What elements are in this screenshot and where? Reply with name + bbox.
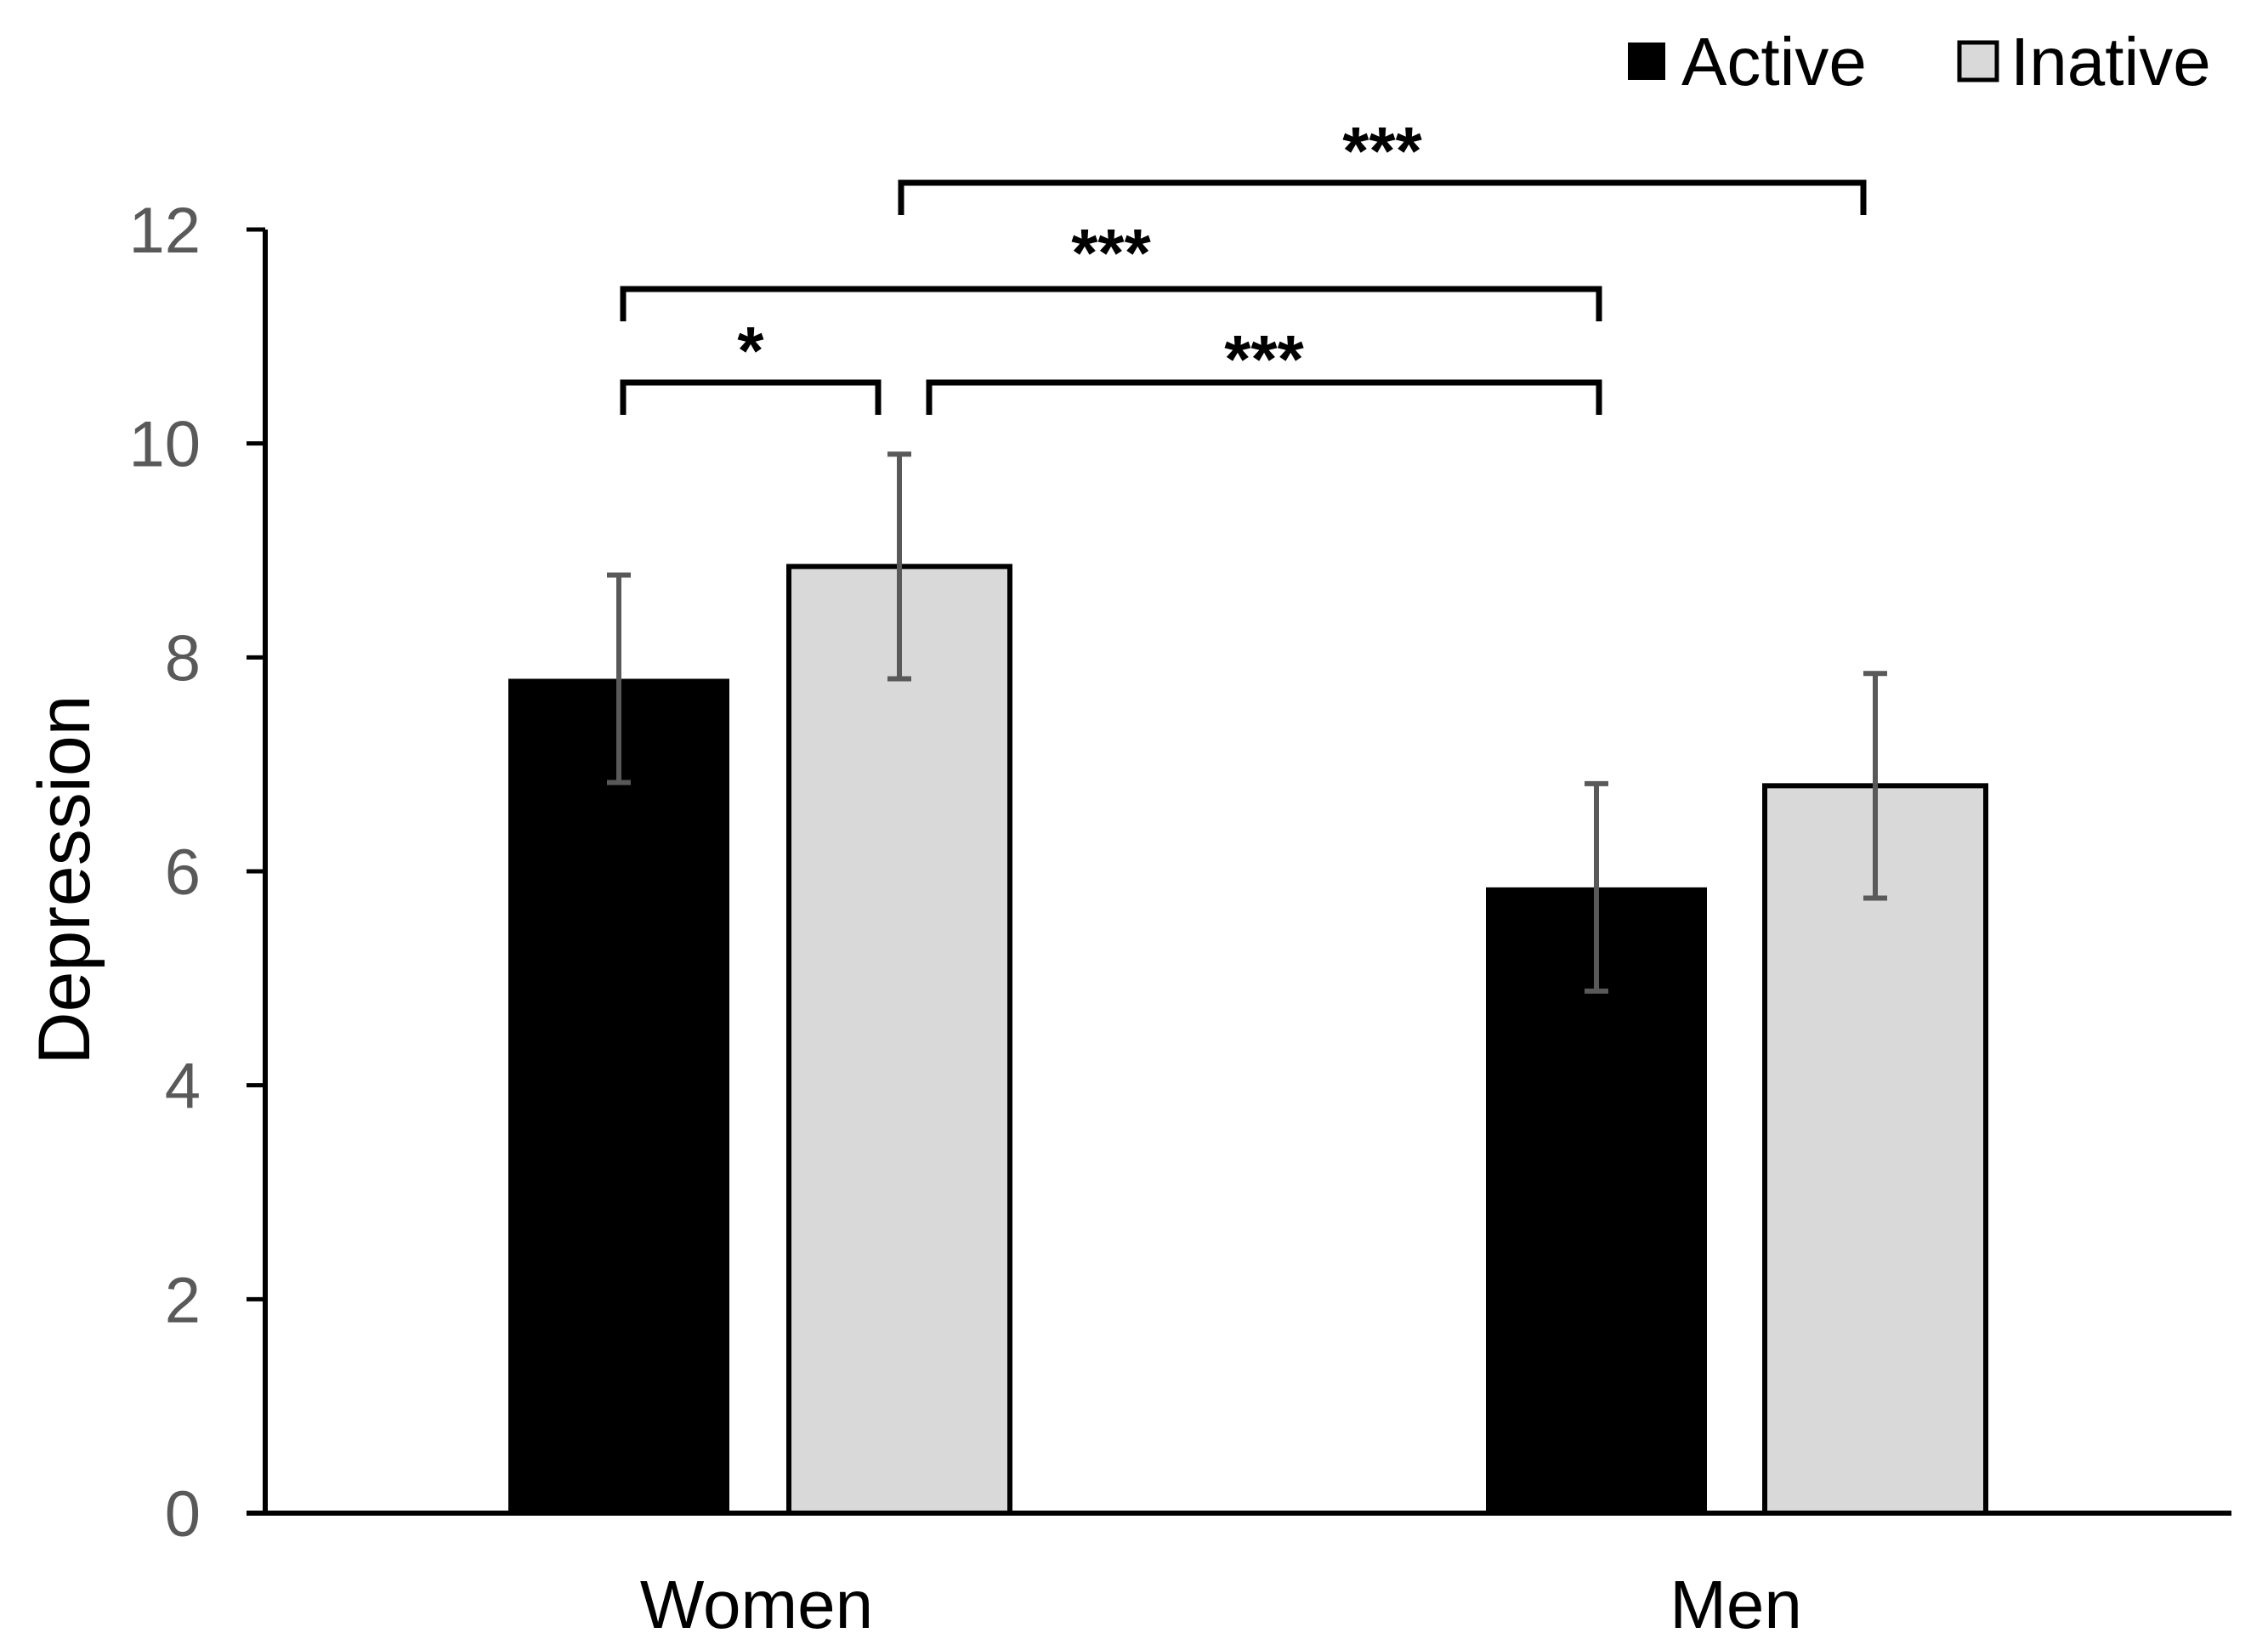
x-label-women: Women xyxy=(640,1567,873,1642)
significance-bracket xyxy=(926,379,1602,415)
significance-bracket xyxy=(620,286,1602,321)
significance-label: * xyxy=(737,313,764,388)
significance-bracket xyxy=(620,379,882,415)
bar-inative-women xyxy=(786,564,1012,1516)
y-tick-label: 6 xyxy=(165,836,201,909)
y-tick-label: 2 xyxy=(165,1264,201,1336)
y-tick-label: 0 xyxy=(165,1478,201,1551)
y-tick-label: 10 xyxy=(128,409,201,481)
error-bars xyxy=(607,451,1887,994)
legend-label-inative: Inative xyxy=(2010,24,2211,99)
significance-brackets: ******* *** xyxy=(620,113,1867,415)
legend: Active Inative xyxy=(1628,24,2211,99)
y-axis-title: Depression xyxy=(24,695,105,1065)
significance-label: *** xyxy=(1342,113,1422,189)
bar-active-women xyxy=(508,678,729,1513)
y-tick-label: 4 xyxy=(165,1051,201,1123)
y-tick-label: 8 xyxy=(165,622,201,695)
legend-swatch-inative xyxy=(1957,40,1999,82)
significance-bracket xyxy=(898,179,1867,215)
y-tick-label: 12 xyxy=(128,195,201,267)
bars xyxy=(508,564,1988,1516)
y-ticks: 0 2 4 6 8 10 12 xyxy=(128,195,265,1551)
significance-label: *** xyxy=(1071,215,1151,291)
legend-label-active: Active xyxy=(1681,24,1867,99)
x-label-men: Men xyxy=(1670,1567,1802,1642)
significance-label: *** xyxy=(1224,321,1304,397)
legend-swatch-active xyxy=(1628,43,1665,80)
